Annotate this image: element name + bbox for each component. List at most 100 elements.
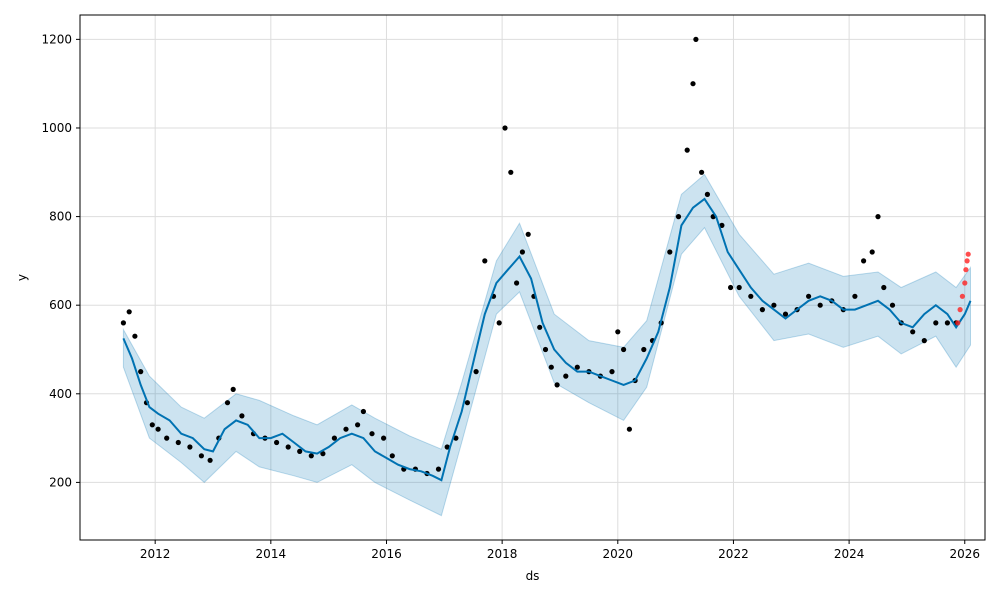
uncertainty-band	[122, 173, 971, 517]
y-tick-label: 200	[49, 475, 72, 489]
observed-point	[675, 214, 682, 220]
observed-point	[435, 466, 442, 472]
recent-point	[955, 320, 961, 326]
x-tick-label: 2016	[371, 547, 402, 561]
observed-point	[514, 280, 520, 286]
recent-point	[957, 307, 963, 313]
observed-point	[175, 439, 181, 446]
observed-point	[748, 293, 754, 299]
observed-point	[149, 422, 155, 428]
observed-point	[198, 453, 204, 459]
observed-point	[817, 302, 823, 308]
observed-point	[910, 329, 916, 335]
observed-point	[132, 333, 138, 339]
x-tick-label: 2018	[487, 547, 518, 561]
observed-point	[684, 147, 690, 153]
observed-point	[369, 431, 375, 437]
forecast-line-group	[122, 197, 972, 482]
observed-point	[381, 435, 387, 441]
y-tick-label: 1200	[41, 32, 72, 46]
x-tick-label: 2012	[140, 547, 171, 561]
observed-point	[852, 293, 858, 299]
observed-point	[944, 320, 951, 326]
observed-point	[464, 400, 470, 406]
observed-point	[933, 320, 939, 326]
observed-point	[667, 249, 673, 255]
observed-point	[508, 169, 514, 175]
x-tick-label: 2020	[603, 547, 634, 561]
observed-point	[343, 426, 349, 432]
y-axis-ticks: 200 400 600 800 1000 1200	[41, 32, 80, 489]
observed-point	[881, 284, 887, 291]
observed-point	[693, 36, 699, 43]
observed-point	[120, 320, 126, 326]
observed-point	[704, 191, 711, 197]
observed-point	[274, 439, 280, 446]
observed-point	[320, 451, 326, 457]
observed-point	[699, 169, 705, 175]
observed-point	[861, 258, 867, 264]
observed-point	[759, 307, 766, 313]
uncertainty-area	[122, 173, 971, 517]
observed-point	[155, 426, 161, 432]
y-tick-label: 1000	[41, 121, 72, 135]
observed-point	[690, 81, 696, 87]
observed-point	[187, 444, 193, 450]
x-tick-label: 2026	[949, 547, 980, 561]
recent-point	[964, 258, 970, 264]
x-tick-label: 2014	[256, 547, 287, 561]
observed-point	[355, 422, 361, 428]
observed-point	[138, 369, 144, 375]
observed-point	[224, 400, 231, 406]
observed-point	[230, 386, 236, 392]
observed-point	[482, 258, 488, 264]
observed-point	[548, 364, 554, 370]
recent-point	[959, 293, 966, 299]
observed-point	[889, 302, 896, 308]
recent-point	[965, 251, 971, 257]
observed-point	[308, 453, 314, 459]
observed-point	[869, 249, 875, 255]
x-tick-label: 2024	[834, 547, 865, 561]
observed-point	[641, 346, 647, 353]
observed-point	[444, 444, 450, 450]
observed-points	[120, 36, 959, 477]
observed-point	[389, 453, 395, 459]
y-tick-label: 400	[49, 387, 72, 401]
observed-point	[519, 249, 526, 255]
observed-point	[126, 309, 132, 315]
observed-point	[621, 346, 627, 353]
observed-point	[736, 284, 742, 291]
observed-point	[554, 382, 560, 388]
observed-point	[563, 373, 569, 379]
recent-point	[963, 267, 969, 273]
observed-point	[502, 125, 508, 131]
y-axis-label: y	[15, 274, 29, 281]
observed-point	[782, 311, 789, 317]
observed-point	[921, 338, 927, 344]
observed-point	[360, 408, 366, 415]
plot-frame	[79, 14, 986, 541]
observed-point	[719, 222, 725, 228]
x-tick-label: 2022	[718, 547, 749, 561]
forecast-line	[122, 197, 972, 482]
observed-point	[453, 435, 459, 441]
observed-point	[806, 293, 812, 299]
observed-point	[331, 435, 337, 441]
observed-point	[615, 329, 621, 335]
recent-points	[955, 251, 971, 326]
x-axis-label: ds	[526, 569, 540, 583]
observed-point	[609, 369, 615, 375]
y-tick-label: 600	[49, 298, 72, 312]
grid-lines	[80, 15, 985, 540]
observed-point	[164, 435, 170, 441]
observed-point	[525, 231, 531, 237]
observed-point	[473, 369, 479, 375]
observed-point	[297, 448, 303, 454]
observed-point	[542, 346, 549, 353]
observed-point	[875, 214, 881, 220]
observed-point	[574, 364, 580, 370]
observed-point	[239, 413, 245, 419]
x-axis-ticks: 2012 2014 2016 2018 2020 2022 2024 2026	[140, 540, 980, 561]
